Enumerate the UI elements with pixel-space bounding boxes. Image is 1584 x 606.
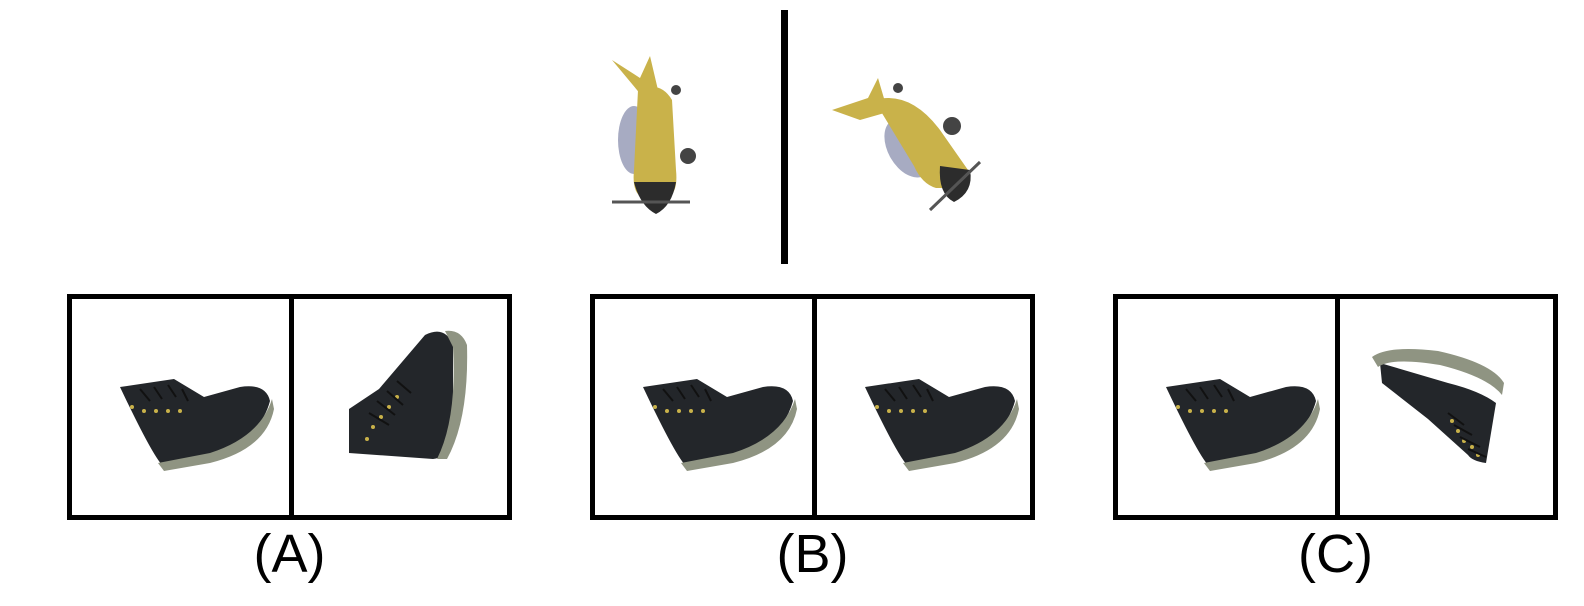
option-c-label: (C) xyxy=(1298,524,1373,584)
option-c-panel[interactable] xyxy=(1113,294,1558,520)
option-b-panel[interactable] xyxy=(590,294,1035,520)
option-a-label: (A) xyxy=(253,524,326,584)
sneaker-icon xyxy=(865,379,1019,471)
airplane-icon xyxy=(832,78,982,212)
sneaker-icon xyxy=(1166,379,1320,471)
option-b-divider xyxy=(812,299,817,515)
option-b-label: (B) xyxy=(776,524,849,584)
option-a-panel[interactable] xyxy=(67,294,512,520)
airplane-icon xyxy=(612,56,696,214)
sneaker-icon xyxy=(1372,349,1504,463)
option-a-divider xyxy=(289,299,294,515)
sneaker-icon xyxy=(643,379,797,471)
sneaker-icon xyxy=(349,330,468,459)
sneaker-icon xyxy=(120,379,274,471)
reference-divider xyxy=(781,10,788,264)
reference-pair xyxy=(560,0,1040,270)
option-c-divider xyxy=(1335,299,1340,515)
